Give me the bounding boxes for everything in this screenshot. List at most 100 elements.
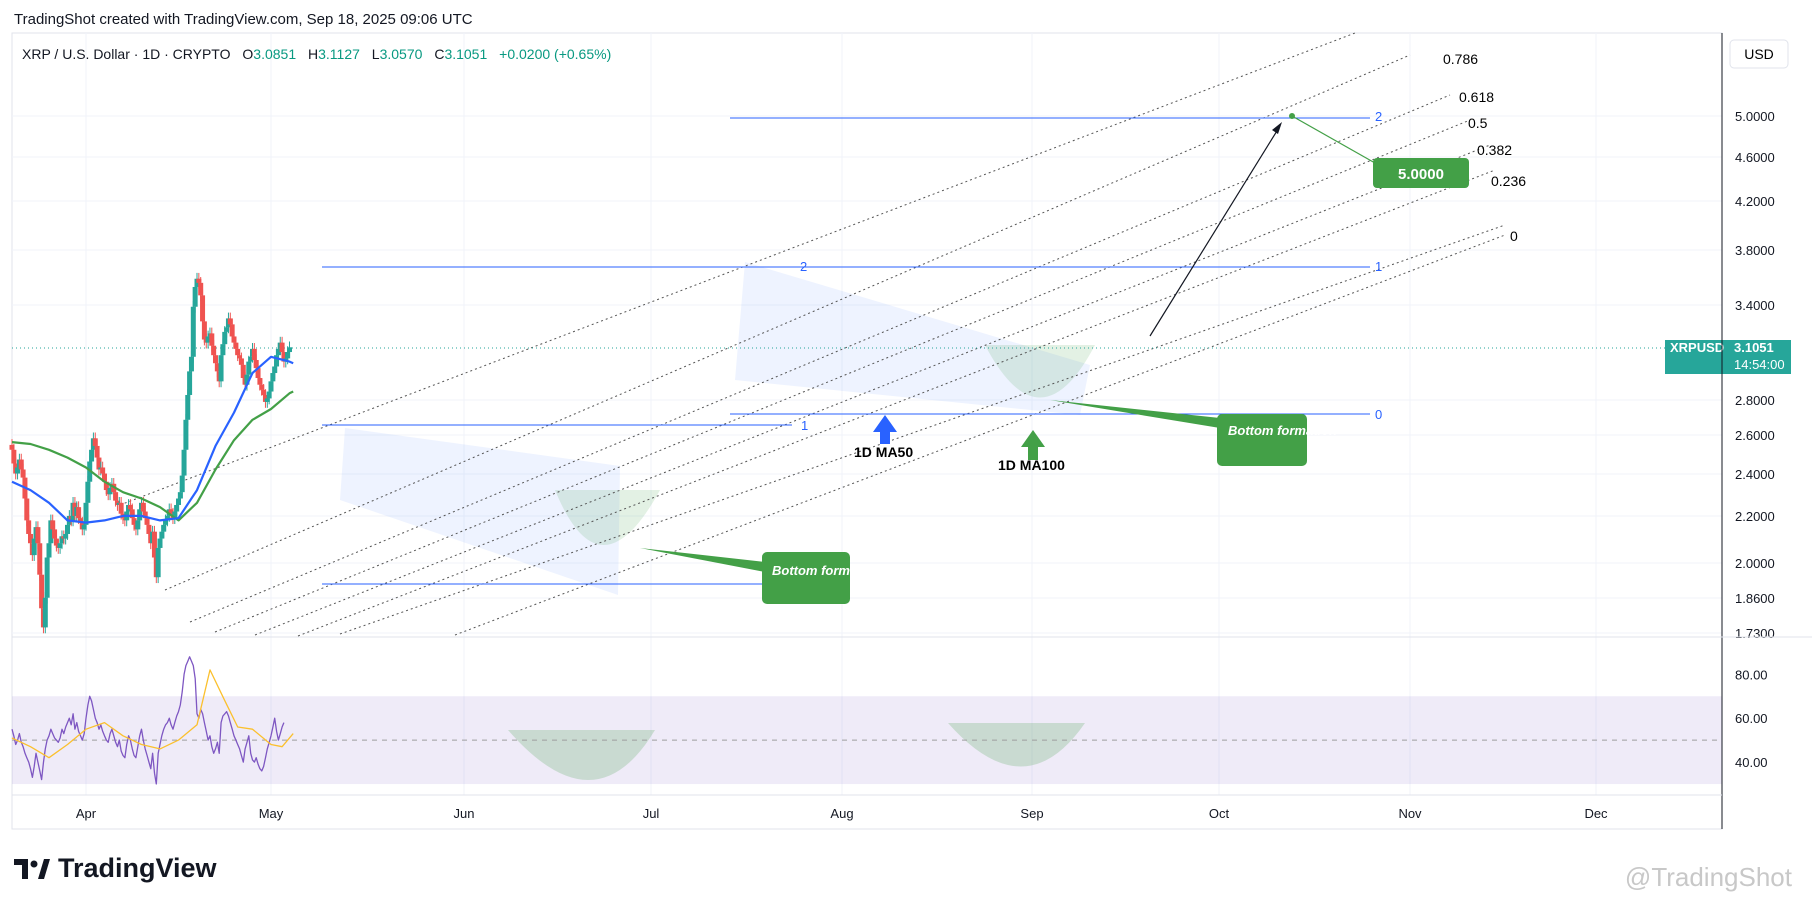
level-label-1-low: 1 (801, 418, 808, 433)
candle-103 (200, 289, 206, 328)
svg-text:Bottom formation: Bottom formation (772, 563, 881, 578)
rsi-tick-1: 60.00 (1735, 711, 1768, 726)
fib-line-7 (454, 234, 1506, 636)
rsi-tick-2: 40.00 (1735, 755, 1768, 770)
y-tick-11: 1.7300 (1735, 626, 1775, 641)
y-tick-7: 2.4000 (1735, 467, 1775, 482)
rsi-tick-0: 80.00 (1735, 667, 1768, 682)
candle-93 (181, 443, 187, 482)
price-tag-countdown: 14:54:00 (1734, 357, 1785, 372)
y-tick-5: 2.8000 (1735, 393, 1775, 408)
price-tag (1665, 340, 1791, 374)
projection-arrow (1149, 125, 1281, 337)
x-tick-jun: Jun (454, 806, 475, 821)
candle-21 (48, 514, 54, 550)
y-tick-3: 3.8000 (1735, 243, 1775, 258)
target-badge-label: 5.0000 (1398, 166, 1444, 183)
open-value: 3.0851 (253, 46, 296, 62)
tradingshot-watermark: @TradingShot (1624, 862, 1792, 892)
header-created-by: TradingShot created with TradingView.com… (14, 11, 473, 28)
rsi-arc-1 (508, 730, 655, 780)
level-label-2-mid: 2 (800, 259, 807, 274)
candle-27 (59, 530, 65, 550)
currency-label: USD (1744, 46, 1774, 62)
y-tick-1: 4.6000 (1735, 150, 1775, 165)
y-tick-2: 4.2000 (1735, 194, 1775, 209)
level-label-0-mid: 0 (1375, 407, 1382, 422)
candle-77 (151, 525, 157, 564)
high-value: 3.1127 (318, 46, 360, 62)
symbol-title: XRP / U.S. Dollar · 1D · CRYPTO (22, 46, 231, 62)
drawings (12, 32, 1722, 780)
ma50-label: 1D MA50 (854, 444, 913, 460)
candle-113 (218, 349, 224, 388)
candle-15 (37, 537, 43, 581)
fib-label-0382: 0.382 (1477, 142, 1512, 158)
callout-bottom-formation-1 (762, 552, 850, 604)
tradingview-brand[interactable]: TradingView (14, 853, 217, 884)
rsi-line (11, 656, 285, 785)
fib-label-0: 0 (1510, 228, 1518, 244)
target-connector (1291, 115, 1376, 164)
level-label-1-mid: 1 (1375, 259, 1382, 274)
candle-16 (39, 568, 45, 615)
candle-98 (190, 300, 196, 363)
symbol-bar: XRP / U.S. Dollar · 1D · CRYPTO O3.0851 … (22, 46, 611, 62)
y-tick-4: 3.4000 (1735, 298, 1775, 313)
shaded-channel-1 (340, 428, 620, 595)
shaded-channel-2 (735, 262, 1090, 415)
callout-bottom-formation-2-text: Bottom formation (1228, 423, 1337, 438)
fib-line-5 (297, 169, 1496, 637)
fib-label-05: 0.5 (1468, 115, 1488, 131)
candle-19 (44, 551, 50, 604)
price-tag-price: 3.1051 (1734, 340, 1774, 355)
bottom-arc-1 (555, 490, 660, 545)
fib-label-0236: 0.236 (1491, 173, 1526, 189)
currency-button[interactable] (1729, 39, 1789, 69)
ma100-arrow (1021, 430, 1045, 460)
x-tick-aug: Aug (830, 806, 853, 821)
x-tick-jul: Jul (643, 806, 660, 821)
candle-150 (287, 341, 292, 358)
candle-94 (183, 413, 189, 456)
fib-line-3 (214, 119, 1471, 633)
axes: Apr May Jun Jul Aug Sep Oct Nov Dec 5.0000 4.6000 4… (76, 109, 1775, 821)
change-value: +0.0200 (+0.65%) (499, 46, 611, 62)
ma100-line (11, 390, 294, 522)
x-tick-dec: Dec (1584, 806, 1608, 821)
target-point (1289, 113, 1295, 119)
overlays (1149, 113, 1376, 337)
fib-label-0786: 0.786 (1443, 51, 1478, 67)
y-tick-9: 2.0000 (1735, 556, 1775, 571)
close-label: C (434, 46, 444, 62)
ma50-line (11, 355, 294, 524)
x-tick-sep: Sep (1020, 806, 1043, 821)
rsi-lines (11, 656, 294, 785)
callout-bottom-formation-2 (1217, 414, 1307, 466)
x-tick-apr: Apr (76, 806, 97, 821)
y-tick-8: 2.2000 (1735, 509, 1775, 524)
open-label: O (242, 46, 253, 62)
candle-96 (187, 365, 193, 401)
candle-95 (185, 389, 191, 426)
fib-line-1 (164, 54, 1411, 591)
candle-147 (281, 346, 287, 368)
x-tick-nov: Nov (1398, 806, 1422, 821)
y-tick-0: 5.0000 (1735, 109, 1775, 124)
fib-line-6 (339, 224, 1506, 635)
projection-arrowhead (1272, 122, 1282, 134)
fib-line-0 (119, 32, 1356, 506)
close-value: 3.1051 (444, 46, 487, 62)
x-tick-may: May (259, 806, 284, 821)
level-label-2-top: 2 (1375, 109, 1382, 124)
ma50-arrow (873, 415, 897, 444)
candle-24 (53, 532, 59, 552)
fib-label-0618: 0.618 (1459, 89, 1494, 105)
svg-text:Bottom formation: Bottom formation (1228, 423, 1337, 438)
rsi-arc-2 (948, 723, 1085, 767)
target-badge (1373, 158, 1469, 188)
tradingview-logo-icon (14, 857, 50, 881)
callout-bottom-formation-1-text: Bottom formation (772, 563, 881, 578)
candle-100 (194, 272, 200, 293)
